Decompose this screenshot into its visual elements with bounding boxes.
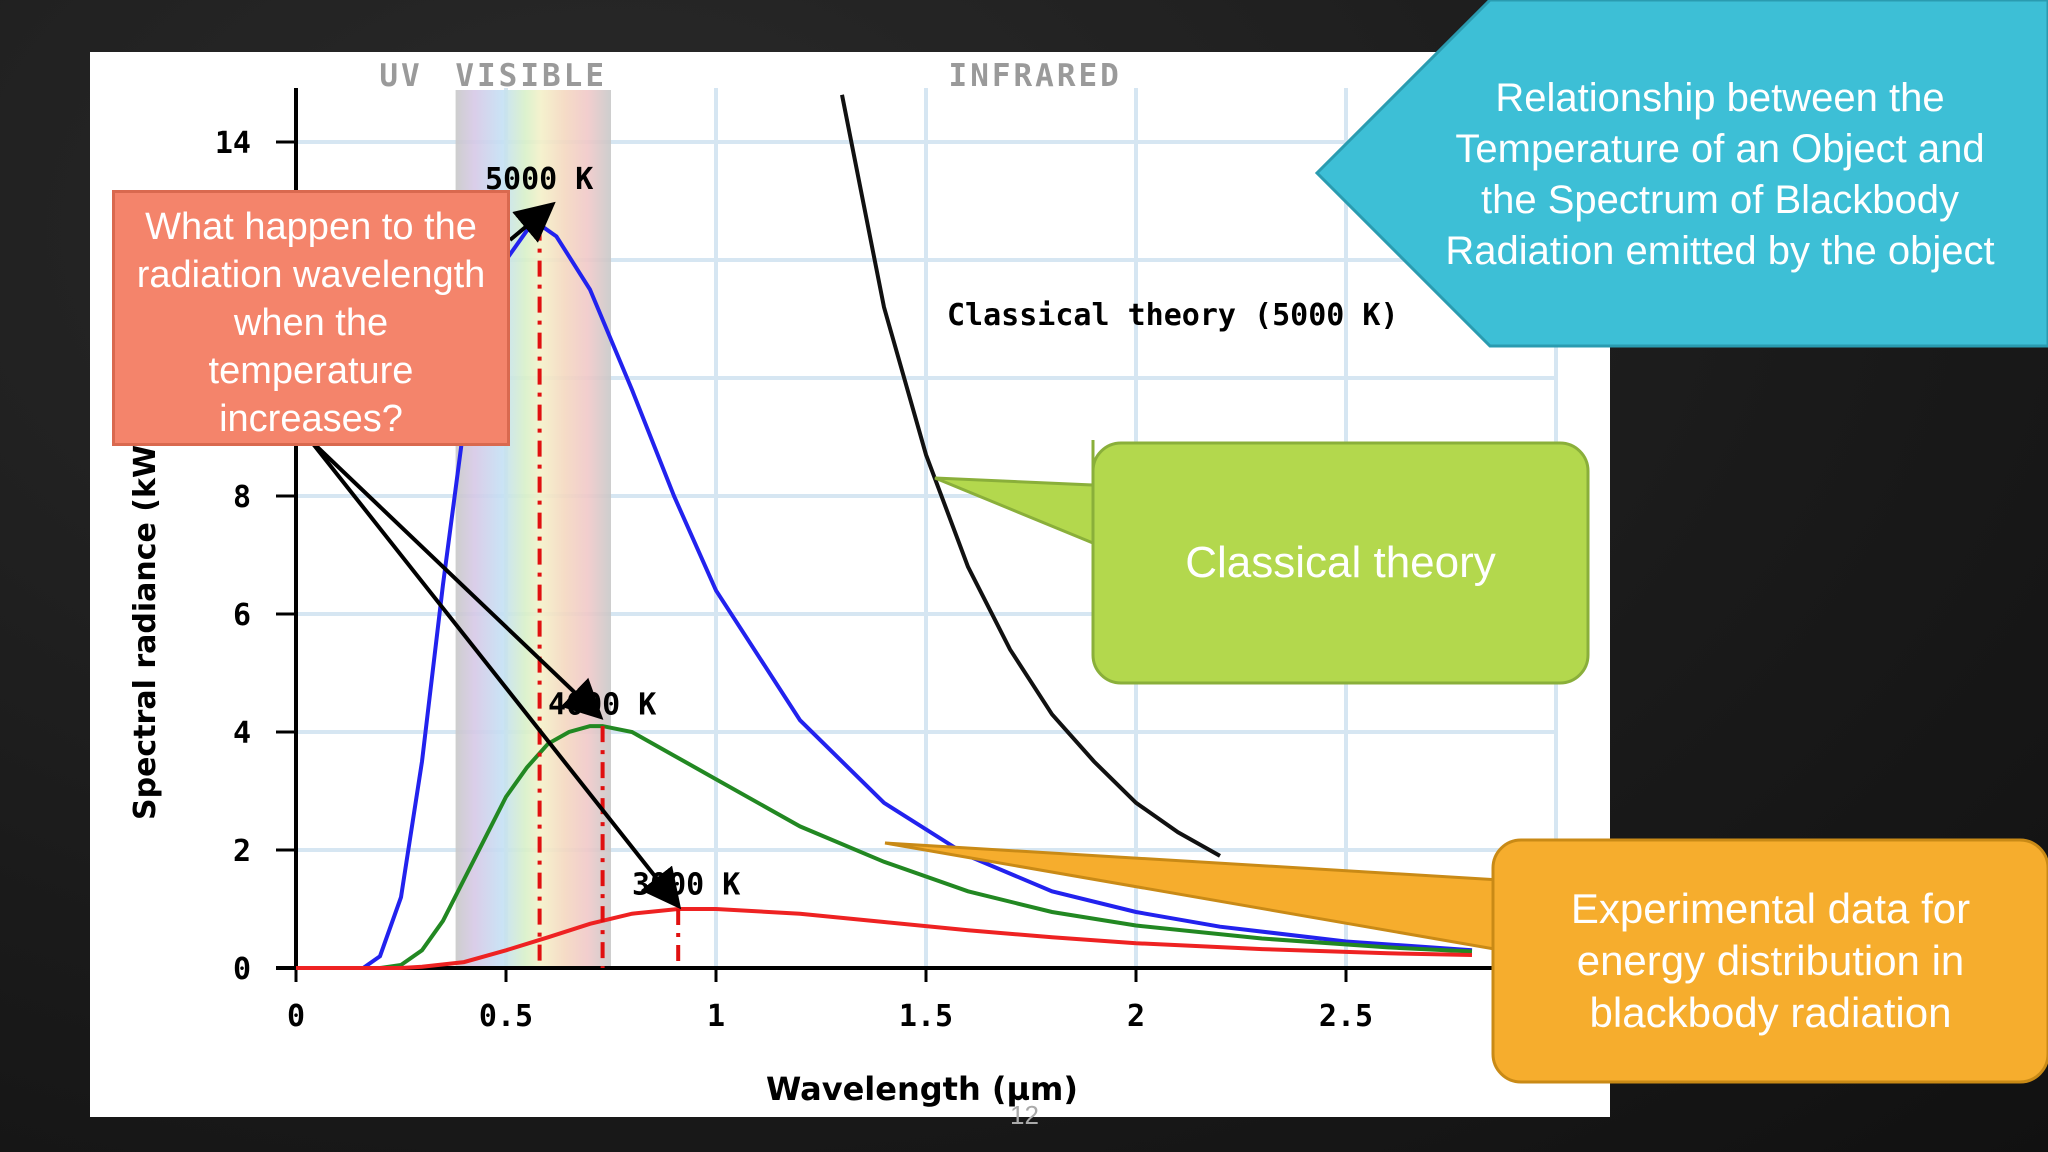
x-axis-label: Wavelength (µm) <box>766 1070 1078 1108</box>
question-arrow <box>308 438 604 720</box>
y-tick-label: 8 <box>233 480 251 515</box>
green-callout-body <box>1091 441 1590 685</box>
series-5000k <box>296 222 1473 970</box>
y-tick-label: 14 <box>215 126 251 161</box>
experimental-data-callout: Experimental data for energy distributio… <box>1570 885 1971 1036</box>
series-classical <box>840 94 1221 858</box>
region-label-visible: VISIBLE <box>455 58 607 94</box>
series-3000k <box>296 907 1473 970</box>
y-tick-label: 2 <box>233 834 251 869</box>
series-4000k <box>296 724 1473 970</box>
x-tick-label: 0.5 <box>479 999 533 1034</box>
x-tick-label: 2.5 <box>1319 999 1373 1034</box>
question-arrow <box>308 438 682 910</box>
question-box: What happen to the radiation wavelength … <box>112 190 510 446</box>
region-label-infrared: INFRARED <box>949 58 1122 94</box>
y-tick-label: 4 <box>233 716 251 751</box>
region-label-uv: UV <box>379 58 422 94</box>
series <box>296 94 1473 970</box>
question-arrows <box>308 201 682 910</box>
page-number: 12 <box>1010 1100 1039 1130</box>
y-axis-label: Spectral radiance (kW· sr <box>128 390 163 820</box>
orange-callout-body <box>1491 838 2048 1084</box>
series-label-4000k: 4000 K <box>548 687 656 722</box>
question-arrow <box>508 201 556 243</box>
series-label-classical: Classical theory (5000 K) <box>947 298 1399 333</box>
x-tick-label: 1 <box>707 999 725 1034</box>
question-text: What happen to the radiation wavelength … <box>136 206 486 440</box>
peak-markers <box>537 224 681 968</box>
x-tick-label: 0 <box>287 999 305 1034</box>
axes: 0 0.5 1 1.5 2 2.5 0 2 4 6 8 14 <box>215 88 1500 1034</box>
region-labels: UV VISIBLE INFRARED <box>379 58 1122 94</box>
relationship-title-callout: Relationship between the Temperature of … <box>1445 76 1995 273</box>
blue-callout-shape <box>1314 0 2048 348</box>
x-tick-label: 2 <box>1127 999 1145 1034</box>
series-label-3000k: 3000 K <box>632 867 740 902</box>
classical-theory-callout: Classical theory <box>1185 538 1496 587</box>
y-tick-label: 6 <box>233 598 251 633</box>
y-tick-label: 0 <box>233 952 251 987</box>
x-tick-label: 1.5 <box>899 999 953 1034</box>
